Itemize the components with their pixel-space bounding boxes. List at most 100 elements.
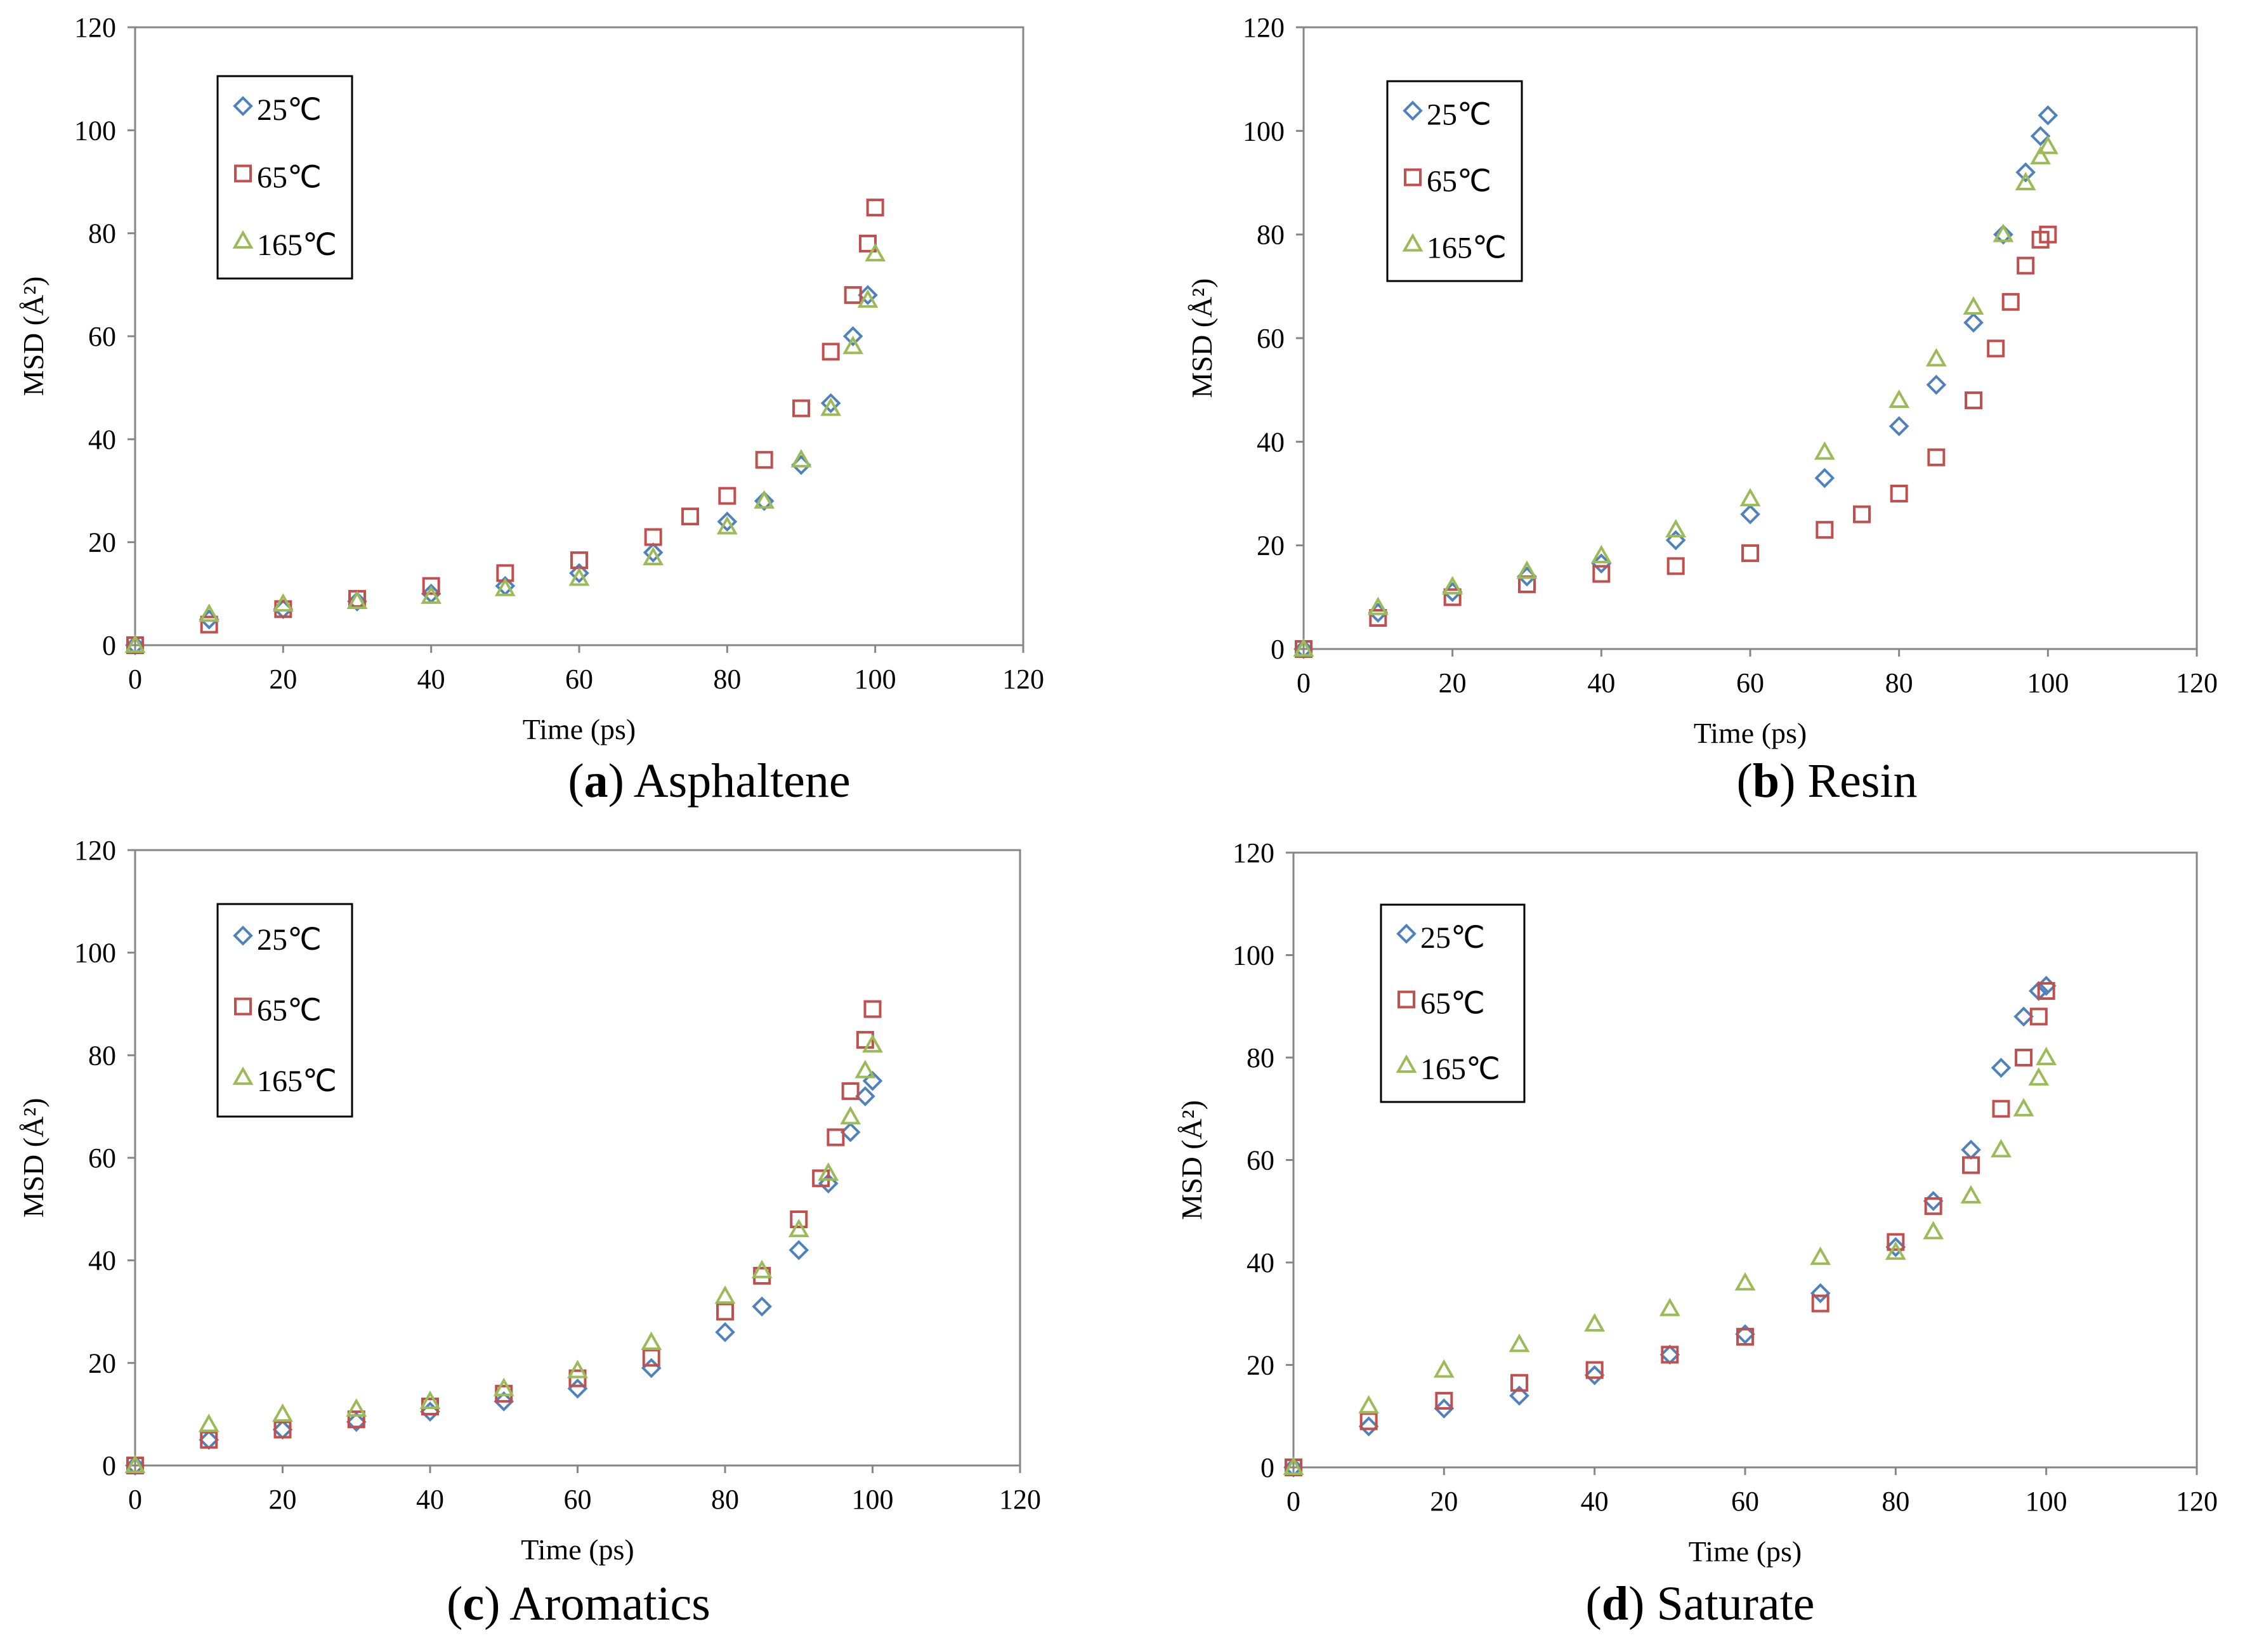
data-point (840, 1122, 861, 1143)
x-tick-label: 60 (565, 664, 593, 695)
chart-panel-a: 0 20 40 60 80 100 120 0 20 40 60 80 100 120 Time (ps) M… (17, 12, 1044, 808)
y-tick-label: 80 (88, 1040, 116, 1071)
data-point (2039, 225, 2057, 244)
x-tick-label: 40 (1581, 1486, 1609, 1517)
data-point (2038, 105, 2058, 126)
x-tick-label: 120 (2176, 1486, 2218, 1517)
y-axis-label: MSD (Å²) (17, 277, 49, 397)
legend-label: 65℃ (257, 994, 322, 1028)
data-point (124, 1454, 146, 1473)
data-point (1927, 448, 1946, 466)
data-point (346, 590, 368, 610)
y-tick-label: 0 (1271, 634, 1285, 665)
data-point (1890, 485, 1908, 502)
y-tick-label: 20 (1247, 1350, 1274, 1381)
legend-marker (232, 1066, 254, 1085)
data-point (1666, 557, 1685, 575)
data-point (1814, 441, 1835, 460)
y-tick-label: 40 (1257, 426, 1285, 457)
data-point (1888, 416, 1909, 436)
data-point (1887, 1233, 1905, 1251)
legend-marker (233, 96, 253, 116)
data-point (681, 508, 699, 526)
data-point (198, 1413, 219, 1432)
panel-letter: b (1753, 754, 1779, 808)
legend-marker (1396, 924, 1417, 944)
data-point (1435, 1392, 1453, 1410)
x-tick-label: 60 (1731, 1486, 1759, 1517)
y-tick-label: 120 (1243, 12, 1285, 43)
x-tick-label: 60 (564, 1484, 592, 1515)
data-point (1590, 544, 1612, 563)
legend-label: 165℃ (1427, 232, 1507, 265)
data-point (715, 1322, 735, 1342)
data-point (820, 393, 841, 414)
data-point (199, 603, 220, 622)
data-point (1584, 1313, 1606, 1332)
data-point (2017, 256, 2035, 275)
legend-marker (1397, 990, 1415, 1009)
data-point (1359, 1412, 1378, 1431)
data-point (790, 449, 812, 468)
x-tick-label: 20 (1439, 667, 1467, 698)
chart-panel-c: 0 20 40 60 80 100 120 0 20 40 60 80 100 120 Time (ps) M… (17, 835, 1041, 1630)
x-tick-label: 120 (1002, 664, 1044, 695)
data-point (642, 1349, 660, 1367)
data-point (643, 546, 664, 566)
data-point (1585, 1361, 1604, 1379)
y-tick-label: 60 (1257, 323, 1285, 354)
data-point (866, 199, 884, 217)
data-point (568, 567, 590, 586)
data-point (842, 326, 863, 346)
data-point (2015, 171, 2036, 190)
data-point (820, 397, 842, 416)
data-point (1963, 312, 1984, 333)
data-point (1810, 1283, 1831, 1304)
data-point (347, 1410, 365, 1429)
data-point (718, 487, 736, 505)
data-point (1283, 1456, 1304, 1475)
series-s165 (124, 243, 886, 653)
series-s165 (1283, 1046, 2057, 1475)
data-point (1740, 504, 1760, 525)
data-point (751, 1259, 773, 1278)
data-point (643, 542, 664, 563)
data-point (754, 490, 775, 509)
data-point (1584, 1365, 1605, 1386)
panel-caption: (d) Saturate (1586, 1577, 1815, 1630)
y-tick-label: 60 (88, 321, 116, 352)
x-axis-label: Time (ps) (521, 1533, 634, 1566)
panel-caption: (c) Aromatics (447, 1577, 710, 1630)
legend-marker (1402, 233, 1424, 252)
data-point (1810, 1246, 1831, 1265)
y-tick-label: 120 (74, 835, 116, 866)
x-axis-label: Time (ps) (1694, 717, 1807, 749)
data-point (842, 336, 864, 355)
data-point (714, 1285, 736, 1304)
x-tick-label: 80 (711, 1484, 739, 1515)
data-point (1987, 339, 2005, 358)
legend-box (1380, 903, 1526, 1103)
data-point (790, 1210, 808, 1228)
y-tick-label: 0 (1260, 1452, 1274, 1483)
data-point (494, 1391, 514, 1412)
legend-label: 25℃ (1420, 921, 1485, 955)
data-point (792, 399, 810, 417)
legend-label: 65℃ (1427, 165, 1491, 199)
data-point (493, 1377, 514, 1396)
data-point (1993, 223, 2014, 242)
data-point (2028, 1067, 2050, 1086)
data-point (716, 1302, 734, 1321)
legend-label: 65℃ (1420, 987, 1485, 1021)
data-point (1591, 553, 1612, 574)
legend: 25℃ 65℃ 165℃ (1380, 903, 1526, 1103)
y-tick-label: 100 (74, 115, 116, 146)
panel-caption: (b) Resin (1736, 754, 1917, 808)
data-point (494, 577, 516, 596)
data-point (1369, 609, 1387, 627)
data-point (569, 563, 589, 584)
data-point (857, 289, 879, 308)
data-point (1739, 488, 1761, 507)
data-point (273, 1420, 292, 1439)
